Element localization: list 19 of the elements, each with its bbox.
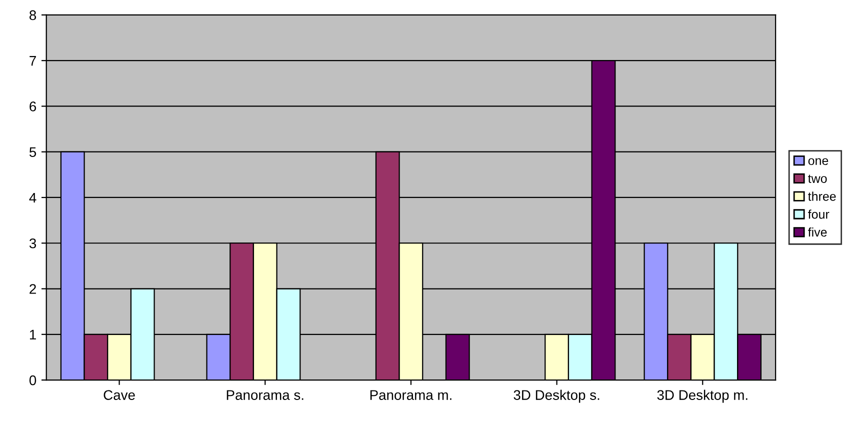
x-tick-label: 3D Desktop m. xyxy=(657,390,748,403)
y-tick-label: 4 xyxy=(29,192,36,203)
y-tick-label: 3 xyxy=(29,238,36,248)
y-tick-label: 7 xyxy=(30,56,36,66)
legend-label: one xyxy=(808,158,828,166)
legend-label: five xyxy=(808,227,827,237)
x-tick-label: 3D Desktop s. xyxy=(514,390,600,403)
legend-label: two xyxy=(808,174,827,183)
y-tick-label: 5 xyxy=(29,147,36,158)
y-tick-label: 8 xyxy=(30,10,36,20)
legend-label: three xyxy=(808,192,836,201)
y-tick-label: 6 xyxy=(30,102,36,112)
x-tick-label: Panorama s. xyxy=(226,390,304,400)
legend-label: four xyxy=(808,210,830,219)
y-tick-label: 0 xyxy=(29,375,36,386)
y-tick-label: 2 xyxy=(30,284,36,294)
x-tick-label: Cave xyxy=(104,390,135,400)
y-tick-label: 1 xyxy=(30,330,36,340)
x-tick-label: Panorama m. xyxy=(370,390,452,400)
